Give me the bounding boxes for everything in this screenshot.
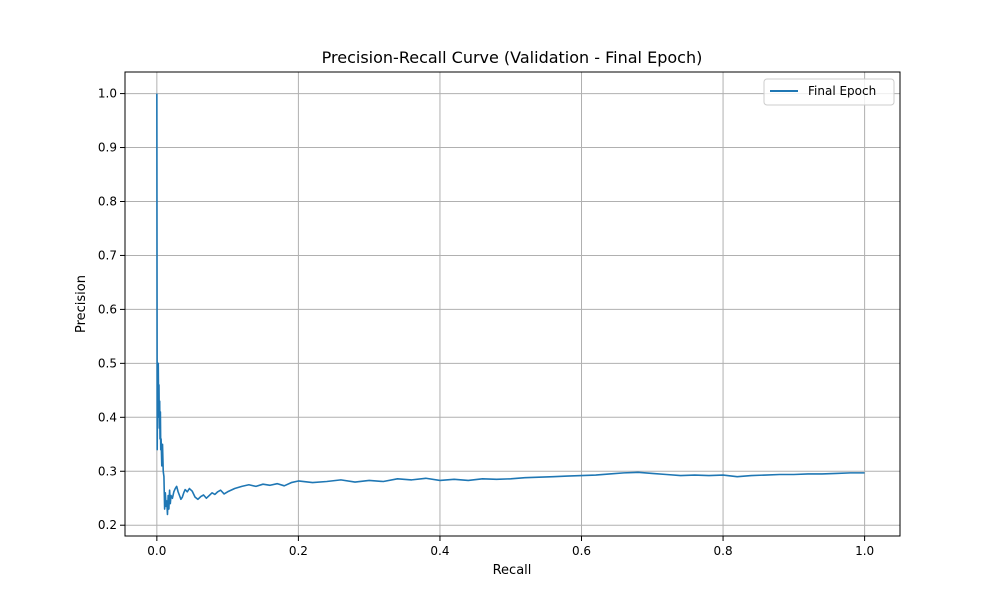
x-tick-label: 0.0	[147, 544, 166, 558]
x-tick-label: 1.0	[855, 544, 874, 558]
y-tick-label: 0.3	[98, 464, 117, 478]
y-tick-label: 0.9	[98, 141, 117, 155]
y-tick-label: 0.5	[98, 356, 117, 370]
x-tick-label: 0.4	[430, 544, 449, 558]
y-tick-label: 0.2	[98, 518, 117, 532]
legend: Final Epoch	[763, 78, 895, 106]
x-axis-ticks: 0.0 0.2 0.4 0.6 0.8 1.0	[147, 536, 874, 558]
grid	[125, 72, 900, 536]
y-tick-label: 0.6	[98, 302, 117, 316]
y-tick-label: 1.0	[98, 87, 117, 101]
y-tick-label: 0.7	[98, 248, 117, 262]
x-tick-label: 0.8	[714, 544, 733, 558]
x-tick-label: 0.6	[572, 544, 591, 558]
series-line-final-epoch	[156, 93, 865, 516]
y-tick-label: 0.8	[98, 194, 117, 208]
y-tick-label: 0.4	[98, 410, 117, 424]
plot-frame	[124, 71, 901, 537]
legend-label-final-epoch: Final Epoch	[808, 84, 876, 98]
legend-box	[763, 78, 895, 106]
series-layer	[156, 93, 865, 516]
y-axis-ticks: 0.2 0.3 0.4 0.5 0.6 0.7 0.8 0.9 1.0	[98, 87, 125, 532]
x-axis-label: Recall	[493, 563, 532, 578]
chart-title: Precision-Recall Curve (Validation - Fin…	[322, 48, 703, 67]
x-tick-label: 0.2	[289, 544, 308, 558]
y-axis-label: Precision	[74, 275, 89, 333]
